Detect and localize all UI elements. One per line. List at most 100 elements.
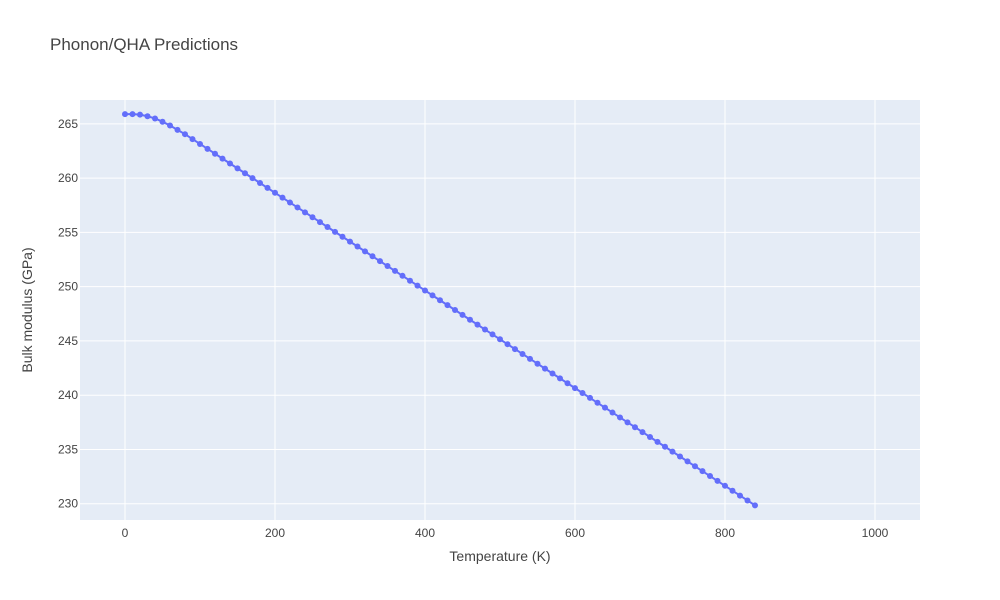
data-point <box>257 180 263 187</box>
data-point <box>249 175 256 182</box>
data-point <box>122 111 128 118</box>
data-point <box>684 458 691 465</box>
data-point <box>294 204 301 211</box>
data-point <box>332 228 338 235</box>
y-tick-label: 245 <box>58 334 78 348</box>
data-point <box>444 302 451 309</box>
data-point <box>654 438 661 445</box>
data-point <box>264 184 271 191</box>
x-tick-label: 200 <box>265 526 285 540</box>
data-point <box>174 126 181 133</box>
data-point <box>347 238 353 245</box>
data-point <box>279 194 286 201</box>
data-point <box>272 189 278 196</box>
data-point <box>504 341 511 348</box>
data-point <box>527 355 533 362</box>
data-point <box>639 429 646 436</box>
data-point <box>399 272 406 279</box>
data-point <box>707 473 713 480</box>
data-point <box>662 443 668 450</box>
data-point <box>572 385 578 392</box>
x-tick-label: 800 <box>715 526 735 540</box>
data-point <box>219 155 226 162</box>
data-point <box>204 145 211 152</box>
data-point <box>677 453 683 460</box>
data-point <box>437 297 443 304</box>
data-point <box>519 350 526 357</box>
data-point <box>212 150 218 157</box>
data-point <box>602 404 608 411</box>
data-point <box>632 424 638 431</box>
data-point <box>587 394 593 401</box>
data-point <box>737 492 743 499</box>
data-point <box>362 248 368 255</box>
data-point <box>392 267 398 274</box>
data-point <box>489 331 496 338</box>
data-point <box>182 131 188 138</box>
data-point <box>609 409 616 416</box>
data-point <box>752 502 758 509</box>
data-point <box>594 399 601 406</box>
x-axis-label: Temperature (K) <box>449 548 550 564</box>
data-point <box>339 233 346 240</box>
y-tick-label: 260 <box>58 171 78 185</box>
data-point <box>422 287 428 294</box>
data-point <box>579 390 586 397</box>
data-point <box>242 170 248 177</box>
y-tick-label: 240 <box>58 388 78 402</box>
data-point <box>624 419 631 426</box>
data-point <box>722 482 728 489</box>
data-point <box>234 165 241 172</box>
grid-lines <box>80 100 920 520</box>
data-point <box>497 336 503 343</box>
data-point <box>549 370 556 377</box>
data-point <box>152 115 158 122</box>
data-point <box>159 118 166 125</box>
data-point <box>167 122 173 129</box>
plot-area <box>80 100 920 520</box>
data-point <box>669 448 676 455</box>
tick-labels: 0 200 400 600 800 1000 230 235 240 245 250 255 260 26… <box>58 117 889 540</box>
data-point <box>482 326 488 333</box>
y-tick-label: 255 <box>58 225 78 239</box>
data-series <box>122 111 758 509</box>
data-point <box>197 140 203 147</box>
data-point <box>354 243 361 250</box>
y-tick-label: 250 <box>58 280 78 294</box>
data-point <box>729 487 736 494</box>
data-point <box>137 111 143 118</box>
data-point <box>369 253 376 260</box>
data-point <box>459 311 466 318</box>
data-point <box>617 414 623 421</box>
x-tick-label: 0 <box>122 526 129 540</box>
y-tick-label: 235 <box>58 442 78 456</box>
data-point <box>714 477 721 484</box>
data-point <box>542 365 548 372</box>
data-point <box>452 307 458 313</box>
data-point <box>324 223 331 230</box>
data-point <box>189 136 196 143</box>
data-point <box>414 282 421 289</box>
data-point <box>429 292 436 299</box>
data-point <box>384 263 391 270</box>
data-point <box>467 316 473 323</box>
data-point <box>744 497 751 504</box>
y-tick-label: 265 <box>58 117 78 131</box>
data-point <box>144 113 151 120</box>
chart-title: Phonon/QHA Predictions <box>50 35 238 54</box>
y-axis-label: Bulk modulus (GPa) <box>19 247 35 372</box>
data-point <box>534 360 541 367</box>
x-tick-label: 400 <box>415 526 435 540</box>
data-point <box>647 433 653 440</box>
data-point <box>287 199 293 206</box>
x-tick-label: 600 <box>565 526 585 540</box>
data-point <box>512 346 518 353</box>
data-point <box>227 160 233 167</box>
data-point <box>474 321 481 328</box>
data-point <box>407 277 413 284</box>
data-point <box>564 380 571 387</box>
data-point <box>377 258 383 265</box>
data-point <box>692 463 698 470</box>
y-tick-label: 230 <box>58 497 78 511</box>
